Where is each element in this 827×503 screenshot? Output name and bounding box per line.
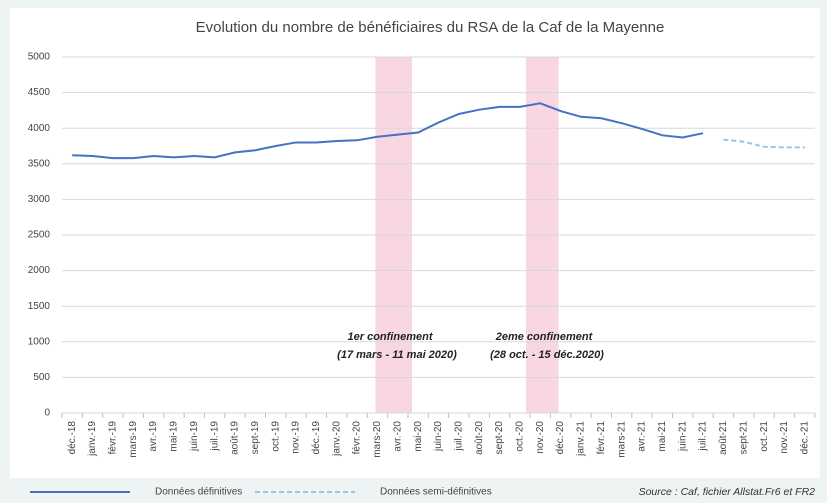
series-line [72, 102, 704, 160]
y-tick-label: 2000 [28, 265, 51, 276]
y-tick-label: 2500 [28, 230, 51, 241]
x-tick-label: avr.-20 [392, 421, 403, 452]
y-tick-label: 0 [44, 408, 50, 419]
x-tick-label: juin-19 [189, 421, 200, 452]
x-tick-label: mai-21 [657, 421, 668, 452]
y-tick-label: 1000 [28, 336, 51, 347]
x-tick-label: mars-20 [372, 421, 383, 458]
x-tick-label: juil.-20 [453, 421, 464, 452]
x-tick-label: déc.-18 [67, 421, 78, 455]
x-tick-label: août-21 [718, 421, 729, 455]
x-tick-label: juin-21 [677, 421, 688, 452]
x-tick-label: févr.-19 [108, 421, 119, 455]
annotation: 2eme confinement [495, 331, 594, 343]
x-tick-label: janv.-21 [576, 421, 587, 457]
x-tick-label: janv.-19 [87, 421, 98, 457]
chart-title: Evolution du nombre de bénéficiaires du … [196, 19, 665, 36]
x-tick-label: sept-19 [250, 421, 261, 455]
panel [10, 8, 820, 478]
y-tick-label: 1500 [28, 301, 51, 312]
x-tick-label: juil.-21 [698, 421, 709, 452]
x-tick-label: mars-21 [616, 421, 627, 458]
annotation: (28 oct. - 15 déc.2020) [490, 349, 604, 361]
x-tick-label: nov.-19 [291, 421, 302, 454]
annotation: (17 mars - 11 mai 2020) [337, 349, 457, 361]
x-tick-label: déc.-19 [311, 421, 322, 455]
x-tick-label: sept-21 [738, 421, 749, 455]
y-tick-label: 3000 [28, 194, 51, 205]
y-tick-label: 3500 [28, 158, 51, 169]
x-tick-label: nov.-21 [779, 421, 790, 454]
x-tick-label: oct.-21 [759, 421, 770, 452]
y-tick-label: 500 [33, 372, 50, 383]
y-tick-label: 4000 [28, 123, 51, 134]
x-tick-label: juil.-19 [209, 421, 220, 452]
x-tick-label: avr.-19 [148, 421, 159, 452]
annotation: 1er confinement [348, 331, 434, 343]
x-tick-label: janv.-20 [331, 421, 342, 457]
legend-label: Données semi-définitives [380, 487, 492, 498]
x-tick-label: sept-20 [494, 421, 505, 455]
x-tick-label: févr.-21 [596, 421, 607, 455]
x-tick-label: août-20 [474, 421, 485, 455]
x-tick-label: nov.-20 [535, 421, 546, 454]
x-tick-label: oct.-19 [270, 421, 281, 452]
x-tick-label: mai-20 [413, 421, 424, 452]
source: Source : Caf, fichier Allstat.Fr6 et FR2 [639, 486, 816, 498]
x-tick-label: déc.-21 [799, 421, 810, 455]
x-tick-label: juin-20 [433, 421, 444, 452]
x-tick-label: mai-19 [169, 421, 180, 452]
x-tick-label: oct.-20 [515, 421, 526, 452]
x-tick-label: avr.-21 [637, 421, 648, 452]
y-tick-label: 4500 [28, 87, 51, 98]
x-tick-label: mars-19 [128, 421, 139, 458]
x-tick-label: févr.-20 [352, 421, 363, 455]
x-tick-label: déc.-20 [555, 421, 566, 455]
y-tick-label: 5000 [28, 52, 51, 63]
x-tick-label: août-19 [230, 421, 241, 455]
series-line [723, 138, 805, 149]
legend-label: Données définitives [155, 487, 242, 498]
